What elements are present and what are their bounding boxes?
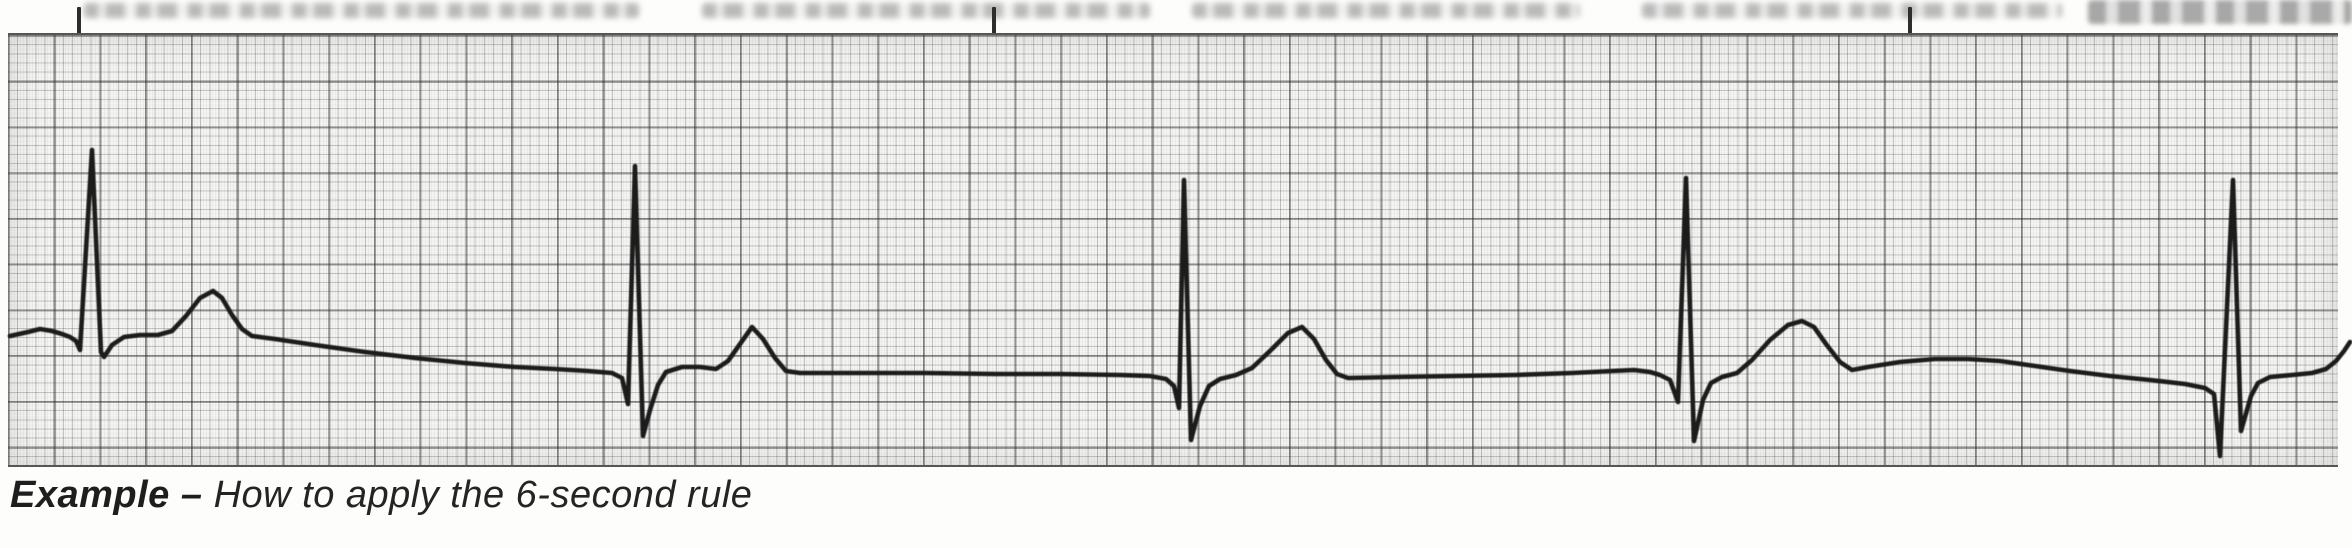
ecg-grid-paper bbox=[8, 33, 2338, 467]
caption-separator: – bbox=[169, 474, 214, 516]
figure-caption: Example – How to apply the 6-second rule bbox=[10, 474, 752, 517]
three-second-tick-mark bbox=[77, 7, 81, 37]
showthrough-smudge bbox=[1642, 3, 2062, 18]
showthrough-smudge bbox=[1192, 3, 1580, 18]
three-second-tick-mark bbox=[992, 7, 996, 37]
showthrough-smudge bbox=[84, 3, 639, 18]
showthrough-smudge bbox=[2088, 0, 2352, 24]
caption-text: How to apply the 6-second rule bbox=[213, 474, 753, 516]
three-second-tick-mark bbox=[1908, 7, 1912, 37]
caption-keyword: Example bbox=[10, 474, 170, 516]
showthrough-smudge bbox=[702, 3, 1150, 18]
